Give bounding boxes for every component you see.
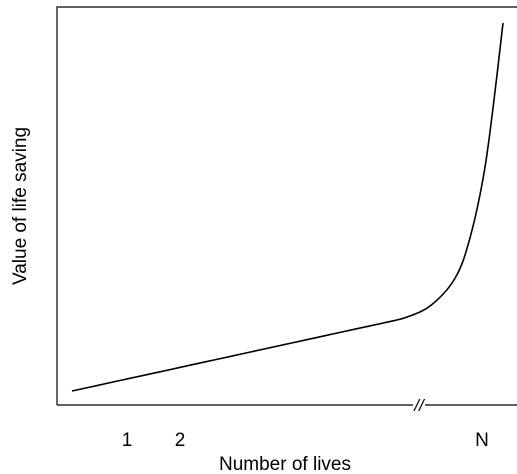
axis-break-mark: // [413, 396, 426, 415]
x-tick-label-1: 1 [122, 430, 133, 451]
x-tick-label-n: N [475, 430, 489, 451]
y-axis-label: Value of life saving [10, 127, 31, 285]
x-tick-label-2: 2 [175, 430, 186, 451]
plot-frame [56, 6, 517, 405]
series-line [71, 22, 504, 392]
x-axis-label: Number of lives [219, 454, 351, 474]
